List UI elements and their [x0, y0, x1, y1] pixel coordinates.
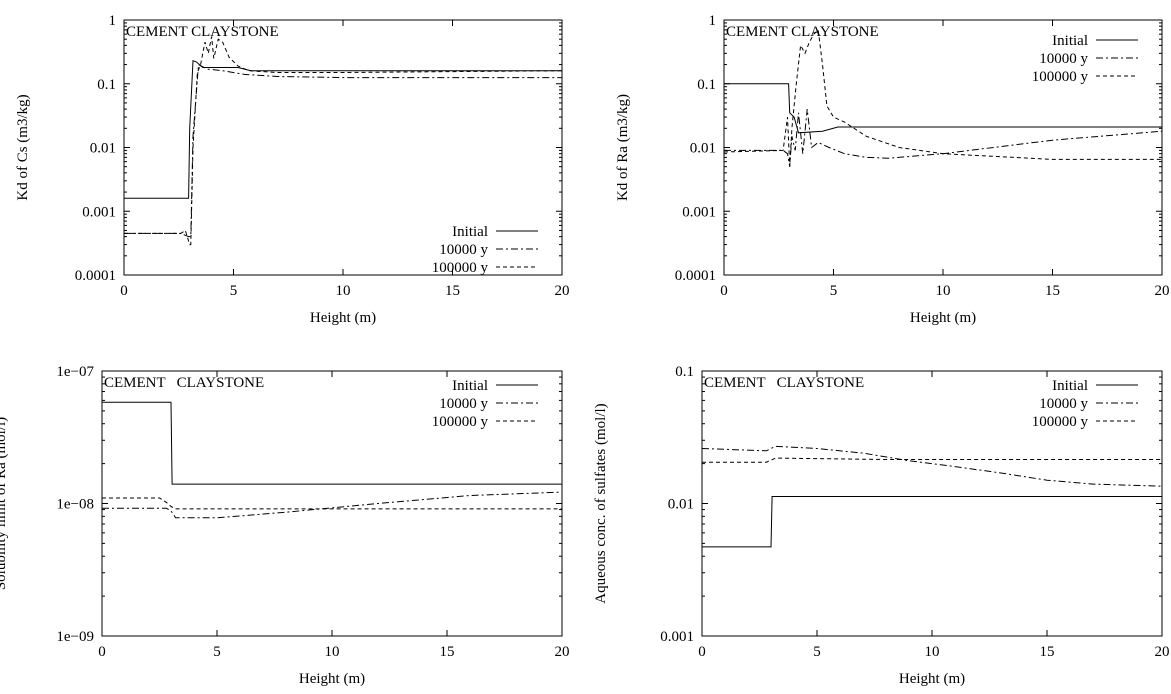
legend-label: 10000 y — [1039, 51, 1088, 67]
y-axis-label: Kd of Ra (m3/kg) — [615, 94, 631, 201]
y-tick-label: 1e−08 — [56, 497, 94, 513]
y-tick-label: 1 — [709, 13, 717, 29]
y-tick-label: 0.1 — [675, 364, 694, 380]
x-tick-label: 5 — [830, 283, 838, 299]
y-tick-label: 0.01 — [690, 141, 716, 157]
legend-label: 10000 y — [439, 242, 488, 258]
legend-label: 10000 y — [1039, 396, 1088, 412]
legend-label: 100000 y — [432, 414, 489, 430]
x-tick-label: 20 — [1155, 644, 1170, 660]
legend-label: 100000 y — [1032, 69, 1089, 85]
x-tick-label: 10 — [925, 644, 940, 660]
x-tick-label: 20 — [1155, 283, 1170, 299]
series-line-2 — [102, 491, 563, 519]
x-tick-label: 15 — [1045, 283, 1060, 299]
legend-label: 100000 y — [1032, 414, 1089, 430]
y-tick-label: 0.001 — [660, 629, 694, 645]
y-tick-label: 0.001 — [682, 204, 716, 220]
region-annotation: CEMENT CLAYSTONE — [126, 24, 279, 40]
series-line-2 — [124, 63, 562, 238]
x-axis-label: Height (m) — [299, 671, 365, 687]
y-tick-label: 0.01 — [668, 497, 694, 513]
y-tick-label: 1 — [109, 13, 117, 29]
x-tick-label: 15 — [1040, 644, 1055, 660]
x-tick-label: 0 — [120, 283, 128, 299]
series-line-2 — [701, 445, 1163, 487]
y-axis-label: Solubility limit of Ra (mol/l) — [0, 417, 9, 590]
series-line-1 — [102, 401, 562, 485]
x-tick-label: 15 — [440, 644, 455, 660]
x-tick-label: 5 — [813, 644, 821, 660]
x-tick-label: 10 — [336, 283, 351, 299]
series-line-3 — [124, 36, 563, 246]
region-annotation: CEMENT CLAYSTONE — [704, 375, 864, 391]
y-axis-label: Aqueous conc. of sulfates (mol/l) — [593, 403, 609, 603]
x-tick-label: 15 — [445, 283, 460, 299]
plot-frame — [701, 370, 1163, 637]
y-tick-label: 0.01 — [90, 141, 116, 157]
legend-label: 100000 y — [432, 260, 489, 276]
x-tick-label: 10 — [936, 283, 951, 299]
series-line-1 — [124, 59, 562, 199]
x-tick-label: 5 — [230, 283, 238, 299]
x-tick-label: 0 — [98, 644, 106, 660]
x-tick-label: 10 — [325, 644, 340, 660]
y-tick-label: 0.0001 — [675, 268, 716, 284]
y-tick-label: 0.1 — [97, 77, 116, 93]
y-axis-label: Kd of Cs (m3/kg) — [15, 94, 31, 200]
x-axis-label: Height (m) — [310, 310, 376, 326]
x-tick-label: 20 — [555, 644, 570, 660]
y-tick-label: 0.0001 — [75, 268, 116, 284]
y-tick-label: 0.001 — [82, 204, 116, 220]
region-annotation: CEMENT CLAYSTONE — [104, 375, 264, 391]
chart-panel-1: 0 5 10 15 20 0.0001 0.001 0.01 0.1 1 Height (m) Kd … — [15, 13, 570, 326]
x-tick-label: 20 — [555, 283, 570, 299]
region-annotation: CEMENT CLAYSTONE — [726, 24, 879, 40]
x-tick-label: 0 — [720, 283, 728, 299]
legend-label: Initial — [452, 224, 488, 240]
series-line-3 — [102, 497, 562, 510]
chart-panel-2: 0 5 10 15 20 0.0001 0.001 0.01 0.1 1 Height (m) Kd … — [615, 13, 1170, 326]
legend-label: 10000 y — [439, 396, 488, 412]
y-tick-label: 0.1 — [697, 77, 716, 93]
series-line-3 — [702, 457, 1162, 463]
series-line-3 — [723, 28, 1162, 167]
x-tick-label: 5 — [213, 644, 221, 660]
chart-panel-3: 0 5 10 15 20 1e−09 1e−08 1e−07 Height (m) Solubil… — [0, 364, 570, 687]
series-line-1 — [702, 496, 1162, 548]
legend-label: Initial — [452, 378, 488, 394]
x-axis-label: Height (m) — [910, 310, 976, 326]
series-line-1 — [724, 83, 1162, 134]
chart-panel-4: 0 5 10 15 20 0.001 0.01 0.1 Height (m) Aqueous co… — [593, 364, 1170, 687]
x-tick-label: 0 — [698, 644, 706, 660]
legend-label: Initial — [1052, 378, 1088, 394]
legend-label: Initial — [1052, 33, 1088, 49]
y-tick-label: 1e−07 — [56, 364, 94, 380]
y-tick-label: 1e−09 — [56, 629, 94, 645]
x-axis-label: Height (m) — [899, 671, 965, 687]
